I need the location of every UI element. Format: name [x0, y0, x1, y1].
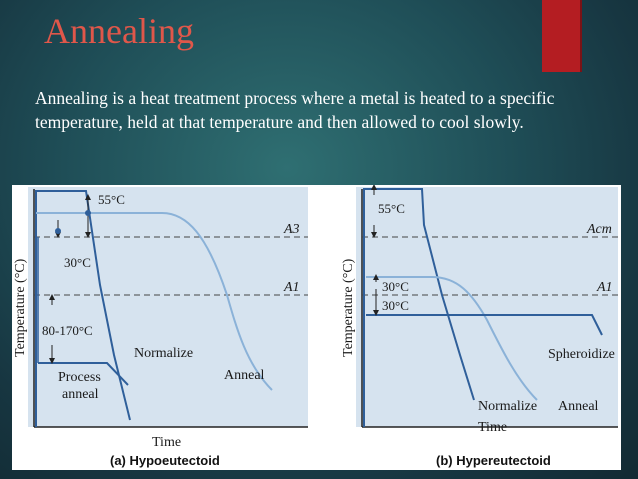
slide-title: Annealing	[44, 11, 194, 51]
right-30-label-1: 30°C	[382, 279, 409, 294]
left-process-anneal-curve	[38, 362, 129, 386]
left-anneal-sub-label: anneal	[62, 387, 99, 402]
right-30-label-2: 30°C	[382, 298, 409, 313]
left-caption: (a) Hypoeutectoid	[110, 453, 220, 468]
slide-body-text: Annealing is a heat treatment process wh…	[35, 88, 555, 132]
left-point-marker-2	[55, 228, 61, 234]
heat-treatment-diagram: A3 A1 55°C 30°C 80-170°C Normalize Annea…	[13, 185, 618, 468]
left-normalize-curve	[35, 190, 131, 427]
right-normalize-curve	[363, 188, 475, 427]
accent-bar	[542, 0, 580, 72]
right-normalize-label: Normalize	[478, 399, 537, 414]
left-a1-label: A1	[283, 280, 300, 295]
left-30-label: 30°C	[64, 255, 91, 270]
left-normalize-label: Normalize	[134, 346, 193, 361]
left-55-label: 55°C	[98, 192, 125, 207]
right-acm-label: Acm	[586, 222, 612, 237]
right-anneal-curve	[366, 276, 538, 401]
right-y-label: Temperature (°C)	[341, 258, 356, 357]
left-y-label: Temperature (°C)	[13, 258, 28, 357]
right-anneal-label: Anneal	[558, 399, 599, 414]
right-spheroidize-label: Spheroidize	[548, 347, 615, 362]
left-x-label: Time	[152, 435, 181, 450]
left-plot-area	[28, 187, 308, 427]
right-caption: (b) Hypereutectoid	[436, 453, 551, 468]
right-spheroidize-curve	[366, 314, 603, 336]
right-a1-label: A1	[596, 280, 613, 295]
right-plot-area	[356, 187, 618, 427]
left-process-label: Process	[58, 370, 101, 385]
left-a3-label: A3	[283, 222, 300, 237]
right-55-label: 55°C	[378, 201, 405, 216]
left-point-marker	[85, 210, 91, 216]
left-anneal-curve	[36, 212, 273, 391]
right-x-label: Time	[478, 420, 507, 435]
left-anneal-label: Anneal	[224, 368, 265, 383]
heat-treatment-figure: A3 A1 55°C 30°C 80-170°C Normalize Annea…	[12, 185, 621, 470]
left-80-170-label: 80-170°C	[42, 323, 93, 338]
